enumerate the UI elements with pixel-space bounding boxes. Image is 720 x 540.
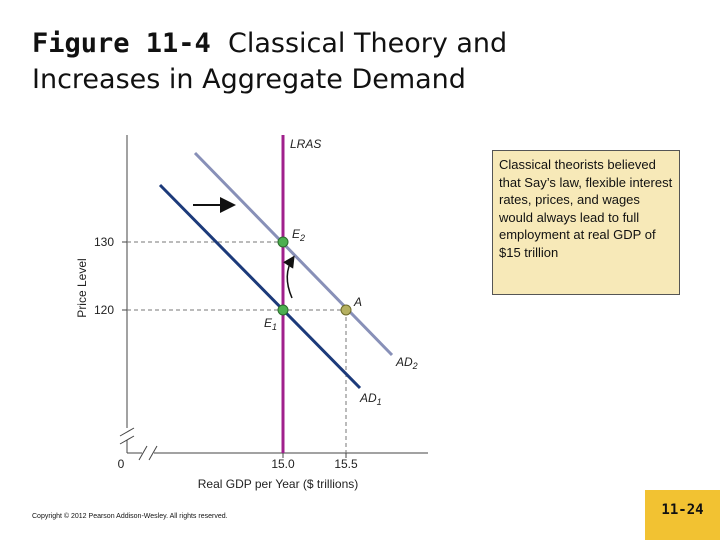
ad2-curve: [193, 151, 394, 357]
lras-label: LRAS: [290, 137, 321, 151]
label-main: AD: [395, 355, 413, 369]
point-a: [340, 304, 352, 316]
ad1-curve: [158, 183, 362, 390]
point-e2: [277, 236, 289, 248]
x-tick-label: 15.0: [271, 457, 295, 471]
label-sub: 1: [272, 322, 277, 332]
axis-break: [119, 435, 135, 445]
label-sub: 1: [377, 397, 382, 407]
label-sub: 2: [412, 361, 418, 371]
title-text: Classical Theory and Increases in Aggreg…: [32, 28, 508, 95]
e2-label: E2: [292, 227, 305, 243]
callout: Classical theorists believed that Say’s …: [492, 150, 680, 295]
ad1-label: AD1: [359, 391, 382, 407]
x-tick-label: 15.5: [334, 457, 358, 471]
axis-break: [119, 427, 135, 437]
label-main: AD: [359, 391, 377, 405]
label-main: E: [264, 316, 273, 330]
e1-label: E1: [264, 316, 277, 332]
axis-break: [138, 445, 148, 461]
page-number: 11-24: [645, 490, 720, 540]
label-main: E: [292, 227, 301, 241]
y-tick-label: 130: [94, 235, 114, 249]
ad2-label: AD2: [395, 355, 418, 371]
y-axis-label: Price Level: [75, 258, 89, 317]
figure-number: Figure 11-4: [32, 28, 211, 59]
slide-title: Figure 11-4 Classical Theory and Increas…: [32, 26, 632, 98]
copyright: Copyright © 2012 Pearson Addison-Wesley.…: [32, 513, 228, 520]
move-arrow: [283, 255, 295, 299]
point-e1: [277, 304, 289, 316]
axis-break: [148, 445, 158, 461]
y-tick-label: 120: [94, 303, 114, 317]
origin-label: 0: [118, 457, 125, 471]
a-label: A: [353, 295, 362, 309]
label-sub: 2: [299, 233, 305, 243]
x-axis-label: Real GDP per Year ($ trillions): [198, 477, 359, 491]
